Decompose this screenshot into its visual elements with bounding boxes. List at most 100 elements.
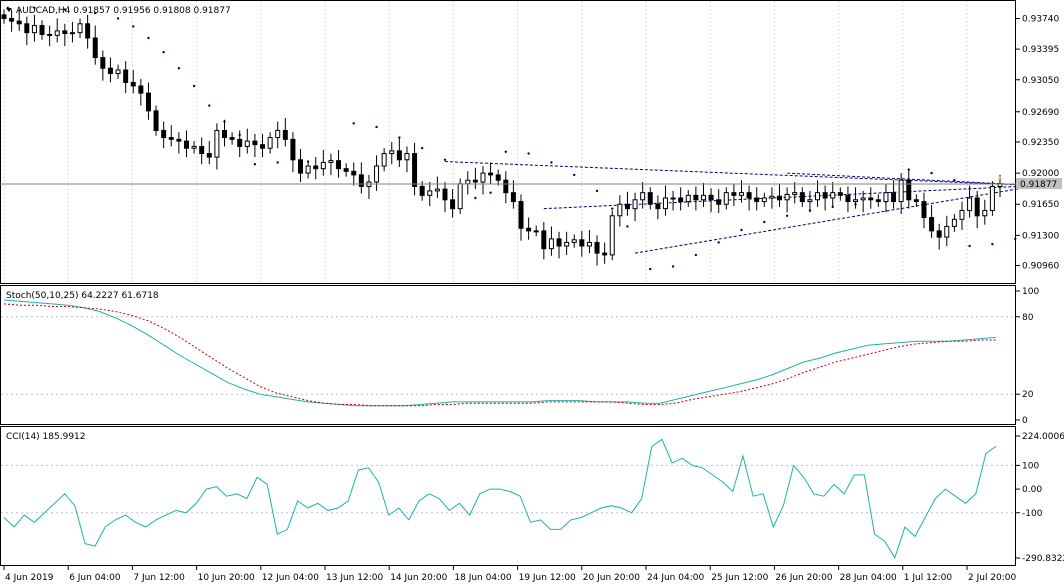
candle-body [54,30,60,36]
candle-body [647,192,653,205]
sar-dot [94,11,97,15]
trendline [634,185,1039,254]
candle-body [313,165,319,170]
time-axis: 4 Jun 2019 6 Jun 04:00 7 Jun 12:00 10 Jun 2… [3,566,1017,583]
sar-dot [177,67,181,70]
cci-panel[interactable]: CCI(14) 185.9912 224.0006 100 0.00 -100 -290… [0,426,1064,566]
candle-body [62,30,68,35]
candle-body [39,25,45,35]
candle-body [792,192,798,195]
candle-body [351,170,357,176]
candle-body [716,199,722,205]
candle-body [967,197,973,211]
candle-body [244,140,250,147]
candle-body [24,23,30,34]
candle-body [617,203,623,217]
stochastic-levels [1,316,1016,395]
candle-body [929,217,935,232]
cci-line [3,438,997,559]
stochastic-panel[interactable]: Stoch(50,10,25) 64.2227 61.6718 100 80 20 0 [0,285,1040,427]
sar-dot [968,244,971,248]
sar-dot [63,8,67,11]
stoch-tick-label: 20 [1022,390,1034,400]
candle-body [913,199,919,203]
triangle-down-icon[interactable] [6,8,12,12]
sar-dot [991,243,994,246]
candle-body [541,230,547,250]
cci-panel-frame [0,426,1016,566]
candle-body [358,174,364,187]
sar-dot [573,173,576,177]
candle-body [815,192,821,201]
candle-body [936,230,942,238]
time-tick-label: 18 Jun 04:00 [454,573,511,583]
sar-dot [550,161,553,164]
candle-body [488,172,494,176]
stochastic-panel-title: Stoch(50,10,25) 64.2227 61.6718 [6,291,159,301]
price-tick-label: 0.91300 [1022,231,1059,241]
sar-dot [694,253,698,257]
candle-body [480,172,486,183]
sar-dot [671,265,675,268]
candle-body [419,185,425,196]
candle-body [944,225,950,238]
candle-body [738,192,744,196]
candle-body [632,199,638,210]
candle-body [723,192,729,205]
candle-body [252,140,258,146]
candle-body [260,144,266,149]
candle-body [237,138,243,147]
candle-body [700,194,706,201]
sar-dot [375,125,378,129]
candle-body [389,150,395,155]
candle-body [138,85,144,94]
sar-dot [717,241,720,244]
cci-series-line [3,438,997,559]
candle-body [678,197,684,203]
candle-body [1,14,7,19]
sar-dot [930,171,933,175]
candle-body [594,241,600,254]
candle-body [921,201,927,219]
candle-body [906,179,912,201]
candle-body [830,192,836,199]
trendline [444,161,1039,187]
candle-body [533,230,539,233]
sar-dot [147,36,150,40]
candle-body [548,238,554,250]
candle-body [450,199,456,210]
candle-body [556,238,562,247]
time-tick-label: 24 Jun 04:00 [647,573,704,583]
time-tick-label: 4 Jun 2019 [5,573,54,583]
sar-dot [527,152,530,155]
current-price-label: 0.91877 [1020,180,1057,190]
cci-levels [1,464,1016,514]
candle-body [510,192,516,203]
price-panel-title: AUDCAD,H4 0.91857 0.91956 0.91808 0.9187… [16,6,231,16]
sar-dot [208,104,211,107]
cci-tick-label: 100 [1022,461,1039,471]
candle-body [891,192,897,203]
time-tick-label: 25 Jun 12:00 [711,573,768,583]
sar-dot [474,196,477,200]
candle-body [107,67,113,75]
candle-body [374,165,380,183]
time-tick-label: 13 Jun 12:00 [326,573,383,583]
price-panel[interactable]: AUDCAD,H4 0.91857 0.91956 0.91808 0.9187… [0,0,1062,285]
candle-body [579,239,585,247]
candle-body [16,20,22,25]
sar-dot [611,207,614,210]
candle-body [161,129,167,139]
candle-body [343,168,349,172]
time-tick-label: 12 Jun 04:00 [262,573,319,583]
candle-body [176,138,182,142]
candle-body [457,183,463,210]
candle-body [427,190,433,196]
sar-dot [192,84,196,88]
candle-body [305,165,311,174]
sar-dot [420,147,424,150]
trendline [787,172,1039,187]
stoch-tick-label: 0 [1022,416,1028,426]
candle-body [465,179,471,185]
